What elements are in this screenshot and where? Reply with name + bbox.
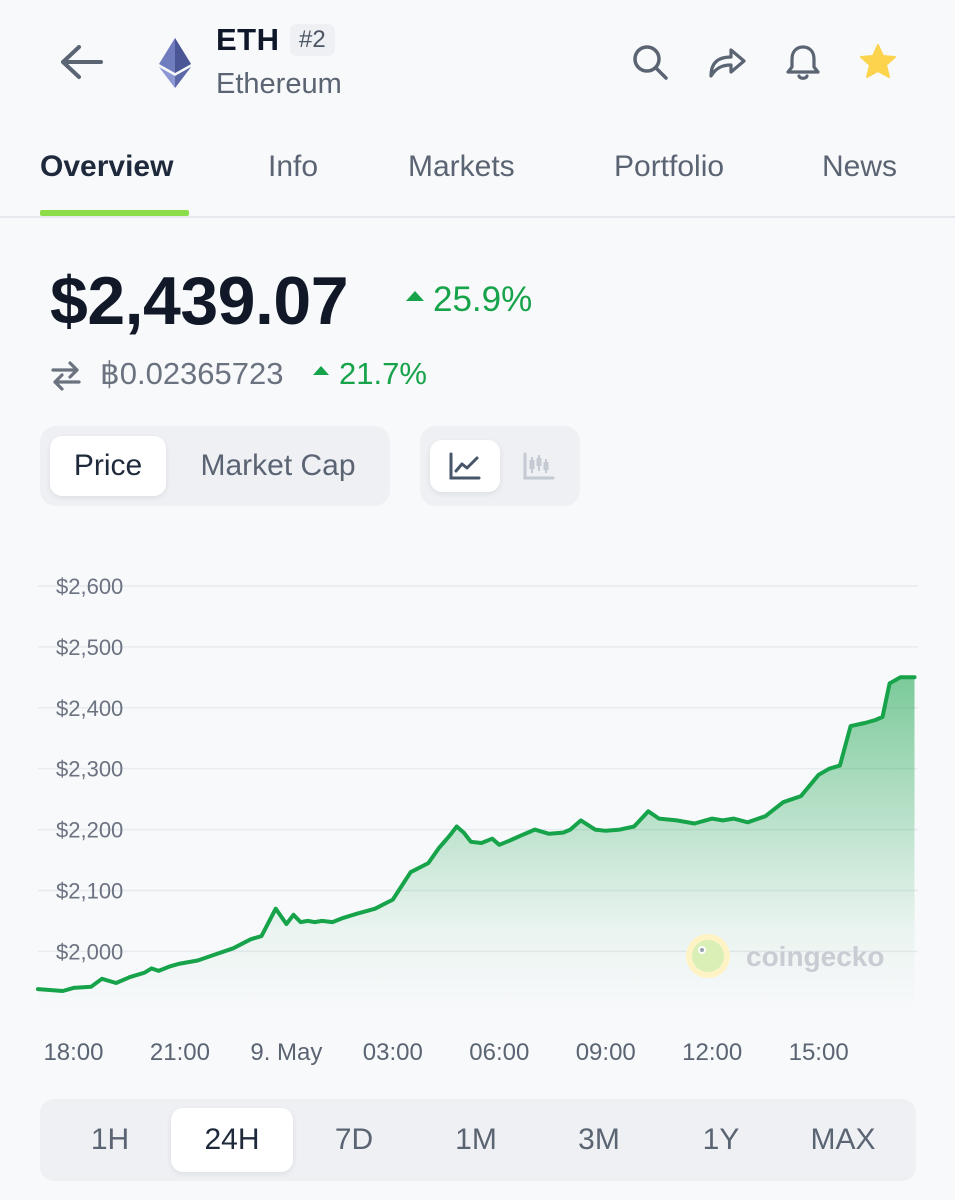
x-tick-label: 9. May: [250, 1039, 322, 1066]
y-tick-label: $2,500: [56, 635, 123, 660]
range-max-button[interactable]: MAX: [810, 1123, 876, 1156]
search-icon: [633, 45, 668, 80]
line-chart-icon: [449, 452, 481, 480]
y-tick-label: $2,300: [56, 757, 123, 782]
y-tick-label: $2,400: [56, 696, 123, 721]
coin-symbol: ETH: [216, 22, 280, 57]
coin-header: ETH #2 Ethereum: [0, 0, 955, 125]
share-button[interactable]: [705, 40, 749, 84]
y-tick-label: $2,100: [56, 878, 123, 903]
time-range-selector: 1H 24H 7D 1M 3M 1Y MAX: [40, 1099, 916, 1181]
y-tick-label: $2,000: [56, 939, 123, 964]
tab-info[interactable]: Info: [268, 150, 319, 183]
watermark-text: coingecko: [746, 941, 884, 972]
candlestick-chart-button[interactable]: [504, 440, 574, 492]
arrow-left-icon: [61, 45, 103, 79]
price-chart-svg: $2,000 $2,100 $2,200 $2,300 $2,400 $2,500 $2,6…: [36, 574, 918, 1066]
coingecko-watermark: coingecko: [686, 934, 884, 978]
x-tick-label: 06:00: [469, 1039, 529, 1066]
bell-icon: [786, 45, 820, 80]
swap-icon: [51, 361, 81, 391]
x-tick-label: 12:00: [682, 1039, 742, 1066]
y-tick-label: $2,600: [56, 574, 123, 599]
price-line: [36, 675, 917, 993]
range-24h-button[interactable]: 24H: [171, 1108, 293, 1172]
tab-portfolio[interactable]: Portfolio: [614, 150, 725, 183]
range-1m-button[interactable]: 1M: [455, 1123, 497, 1156]
market-cap-toggle-button[interactable]: Market Cap: [200, 449, 356, 482]
x-tick-label: 15:00: [789, 1039, 849, 1066]
btc-price-change: 21.7%: [313, 356, 427, 392]
range-7d-button[interactable]: 7D: [334, 1123, 374, 1156]
coin-name: Ethereum: [216, 68, 342, 100]
up-triangle-icon: [313, 365, 329, 375]
range-1y-button[interactable]: 1Y: [702, 1123, 740, 1156]
x-tick-label: 21:00: [150, 1039, 210, 1066]
share-icon: [709, 48, 746, 78]
tab-markets[interactable]: Markets: [408, 150, 515, 183]
price-area-fill: [38, 677, 915, 1014]
rank-badge: #2: [290, 24, 335, 56]
y-tick-label: $2,200: [56, 818, 123, 843]
star-icon: [860, 44, 896, 78]
usd-price: $2,439.07: [50, 263, 349, 339]
up-triangle-icon: [406, 291, 424, 301]
chart-view-toggle: [420, 426, 580, 506]
btc-change-value: 21.7%: [339, 356, 427, 391]
usd-price-change: 25.9%: [406, 280, 532, 320]
line-chart-button[interactable]: [430, 440, 500, 492]
ethereum-icon: [159, 38, 191, 88]
search-button[interactable]: [628, 40, 672, 84]
btc-price: ฿0.02365723: [100, 356, 284, 391]
x-tick-label: 18:00: [43, 1039, 103, 1066]
x-tick-label: 03:00: [363, 1039, 423, 1066]
price-toggle-button[interactable]: Price: [50, 436, 166, 496]
x-tick-label: 09:00: [576, 1039, 636, 1066]
range-3m-button[interactable]: 3M: [578, 1123, 620, 1156]
tab-bar: Overview Info Markets Portfolio News: [0, 130, 955, 218]
notification-button[interactable]: [781, 40, 825, 84]
favorite-button[interactable]: [856, 40, 900, 84]
tab-overview[interactable]: Overview: [40, 150, 174, 183]
tab-news[interactable]: News: [822, 150, 898, 183]
usd-change-value: 25.9%: [433, 280, 533, 319]
back-button[interactable]: [56, 38, 108, 86]
price-chart[interactable]: $2,000 $2,100 $2,200 $2,300 $2,400 $2,500 $2,6…: [0, 560, 955, 1080]
chart-metric-toggle: Price Market Cap: [40, 426, 390, 506]
range-1h-button[interactable]: 1H: [90, 1123, 130, 1156]
active-tab-indicator: [40, 210, 189, 216]
candlestick-icon: [523, 452, 555, 480]
